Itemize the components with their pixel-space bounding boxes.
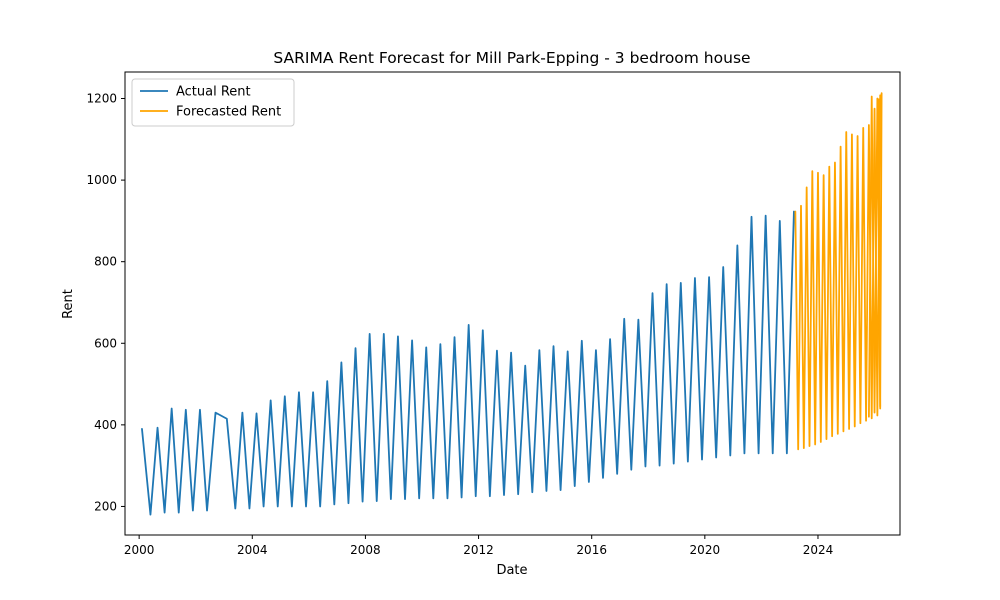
y-tick-label: 1200 xyxy=(86,92,117,106)
x-tick-label: 2012 xyxy=(463,543,494,557)
y-tick-label: 200 xyxy=(94,499,117,513)
series-layer xyxy=(141,92,883,516)
plot-area xyxy=(124,71,901,536)
x-tick-label: 2020 xyxy=(690,543,721,557)
y-axis-label: Rent xyxy=(61,289,76,319)
x-axis-label: Date xyxy=(496,563,527,578)
legend-box xyxy=(131,78,295,127)
y-tick-label: 1000 xyxy=(86,173,117,187)
y-tick-label: 800 xyxy=(94,255,117,269)
series-line-3 xyxy=(877,92,883,408)
x-tick-label: 2004 xyxy=(237,543,268,557)
x-tick-label: 2016 xyxy=(576,543,607,557)
legend-label: Forecasted Rent xyxy=(176,105,281,120)
x-tick-label: 2000 xyxy=(124,543,155,557)
x-tick-label: 2024 xyxy=(803,543,834,557)
series-line-1 xyxy=(794,94,882,451)
legend-label: Actual Rent xyxy=(176,85,251,100)
chart-title: SARIMA Rent Forecast for Mill Park-Eppin… xyxy=(273,49,750,67)
y-axis: 200 400 600 800 1000 1200 xyxy=(86,92,125,513)
plot-frame xyxy=(124,71,901,536)
series-line-2 xyxy=(867,95,882,418)
x-tick-label: 2008 xyxy=(350,543,381,557)
y-tick-label: 600 xyxy=(94,336,117,350)
y-tick-label: 400 xyxy=(94,418,117,432)
series-line-0 xyxy=(141,210,795,516)
legend: Actual Rent Forecasted Rent xyxy=(131,78,295,127)
x-axis: 2000 2004 2008 2012 2016 2020 2024 xyxy=(124,535,833,557)
